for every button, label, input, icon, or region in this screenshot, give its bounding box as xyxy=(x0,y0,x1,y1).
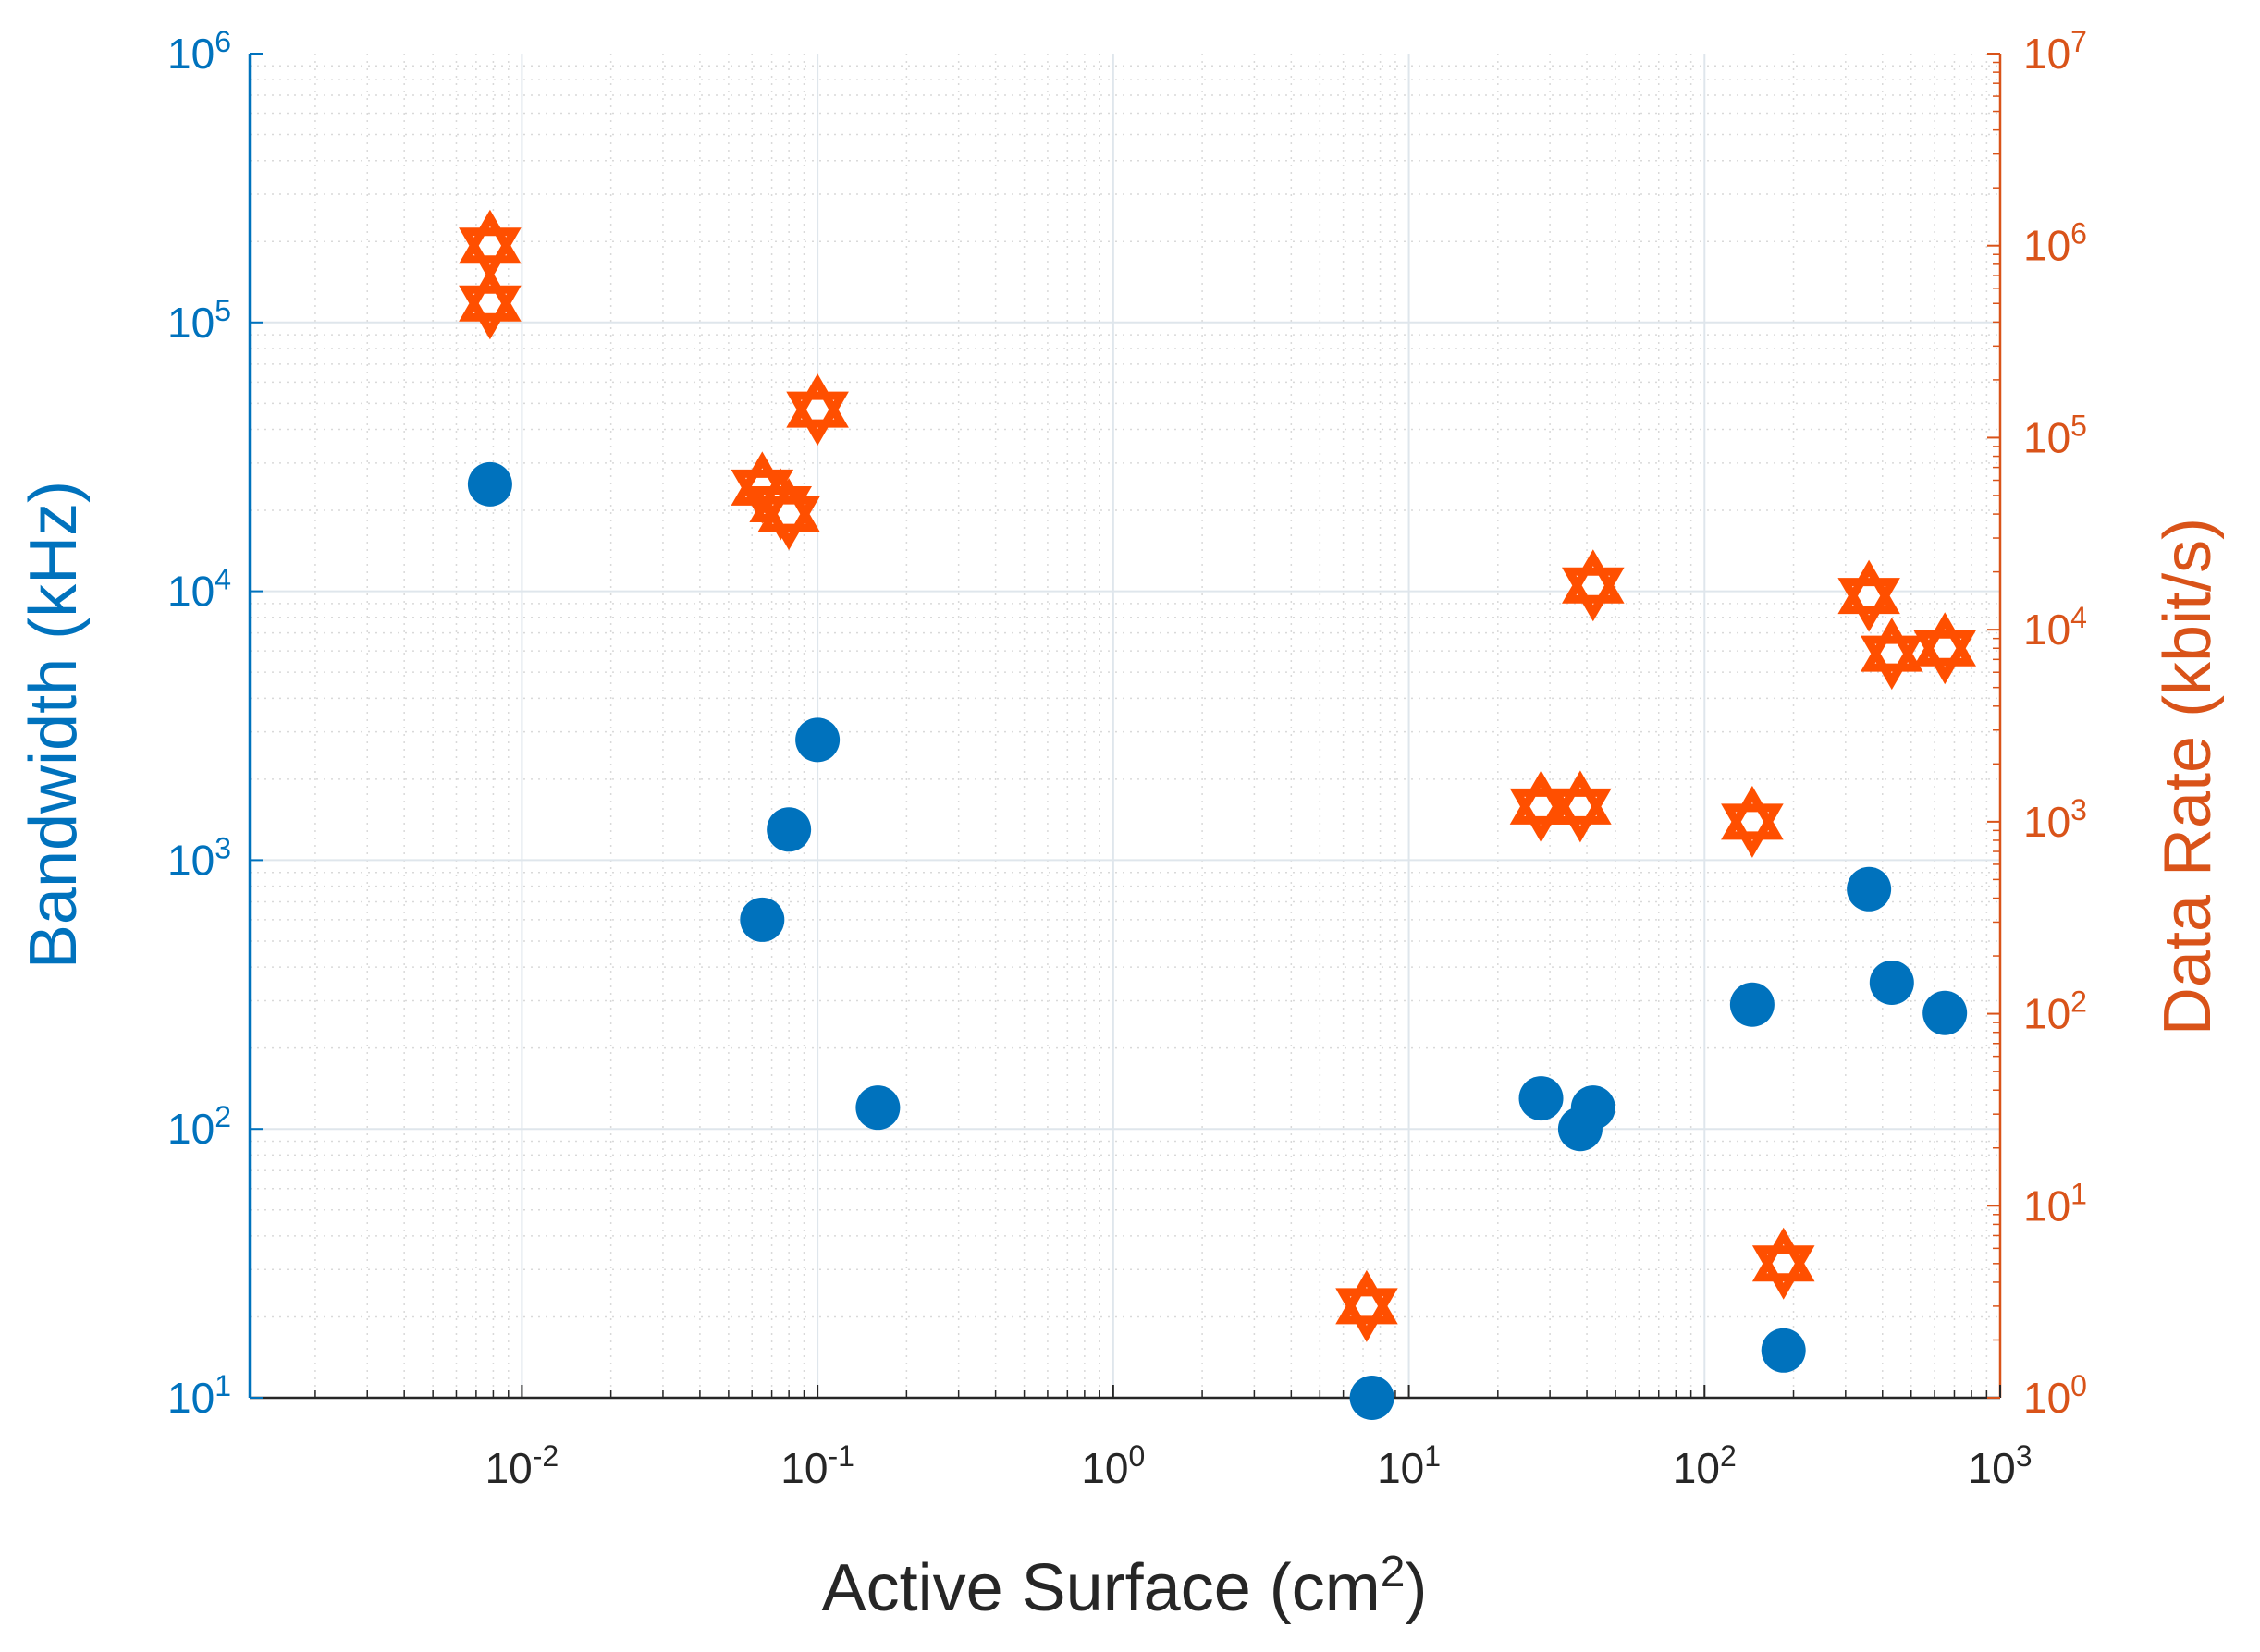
y-right-tick-label: 105 xyxy=(2023,409,2087,461)
x-axis-label-text: Active Surface (cm xyxy=(822,1551,1381,1625)
bandwidth-point xyxy=(1847,866,1892,912)
data-rate-point xyxy=(459,267,522,340)
y-left-tick-label: 101 xyxy=(167,1369,231,1422)
data-rate-point xyxy=(1861,618,1923,691)
x-tick-label: 101 xyxy=(1377,1439,1441,1492)
data-rate-point xyxy=(757,478,820,551)
y-axis-right-label: Data Rate (kbit/s) xyxy=(2151,518,2225,1035)
x-axis-label: Active Surface (cm2) xyxy=(822,1548,1428,1626)
x-tick-label: 100 xyxy=(1081,1439,1145,1492)
y-left-tick-label: 102 xyxy=(167,1100,231,1153)
x-tick-label: 10-1 xyxy=(780,1439,854,1492)
plot-background xyxy=(250,54,2000,1398)
data-rate-point xyxy=(459,209,522,282)
bandwidth-point xyxy=(1349,1376,1394,1420)
x-axis-label-superscript: 2 xyxy=(1381,1548,1406,1597)
x-tick-label: 102 xyxy=(1673,1439,1737,1492)
bandwidth-point xyxy=(1518,1076,1564,1121)
data-rate-point xyxy=(1751,1227,1815,1300)
bandwidth-point xyxy=(1869,960,1914,1005)
bandwidth-point xyxy=(795,717,841,763)
axes xyxy=(248,54,2002,1400)
data-rate-point xyxy=(1549,770,1612,843)
y-right-tick-label: 107 xyxy=(2023,25,2087,78)
plot-area xyxy=(250,54,2000,1398)
x-tick-label: 10-2 xyxy=(485,1439,559,1492)
y-axis-left-label: Bandwidth (kHz) xyxy=(17,481,91,969)
y-left-tick-label: 105 xyxy=(167,294,231,347)
bandwidth-point xyxy=(1729,982,1775,1027)
bandwidth-point xyxy=(767,807,812,852)
data-rate-point xyxy=(1562,549,1625,622)
x-axis-label-tail: ) xyxy=(1405,1551,1427,1625)
y-left-tick-label: 104 xyxy=(167,563,231,616)
data-rate-series xyxy=(459,209,1976,1342)
data-rate-point xyxy=(1913,612,1976,685)
bandwidth-point xyxy=(855,1085,901,1131)
data-rate-point xyxy=(1837,559,1900,632)
bandwidth-point xyxy=(740,897,785,942)
y-right-tick-label: 102 xyxy=(2023,985,2087,1038)
bandwidth-point xyxy=(467,461,512,507)
x-tick-label: 103 xyxy=(1969,1439,2033,1492)
data-rate-point xyxy=(786,373,849,447)
y-right-tick-label: 101 xyxy=(2023,1177,2087,1230)
y-right-tick-label: 106 xyxy=(2023,217,2087,270)
bandwidth-point xyxy=(1761,1328,1806,1373)
minor-gridlines xyxy=(250,54,2000,1398)
y-left-tick-label: 106 xyxy=(167,25,231,78)
y-right-tick-label: 100 xyxy=(2023,1369,2087,1422)
bandwidth-point xyxy=(1922,990,1968,1035)
y-left-tick-label: 103 xyxy=(167,831,231,884)
major-gridlines xyxy=(250,54,2000,1398)
bandwidth-series xyxy=(467,461,1968,1420)
tick-labels: 10-2 10-1 100 101 102 103 101 102 103 104 105 106 10… xyxy=(167,25,2087,1492)
data-rate-point xyxy=(1335,1269,1398,1342)
bandwidth-point xyxy=(1570,1085,1615,1131)
y-right-tick-label: 103 xyxy=(2023,793,2087,846)
y-right-tick-label: 104 xyxy=(2023,601,2087,654)
data-rate-point xyxy=(1721,785,1784,858)
